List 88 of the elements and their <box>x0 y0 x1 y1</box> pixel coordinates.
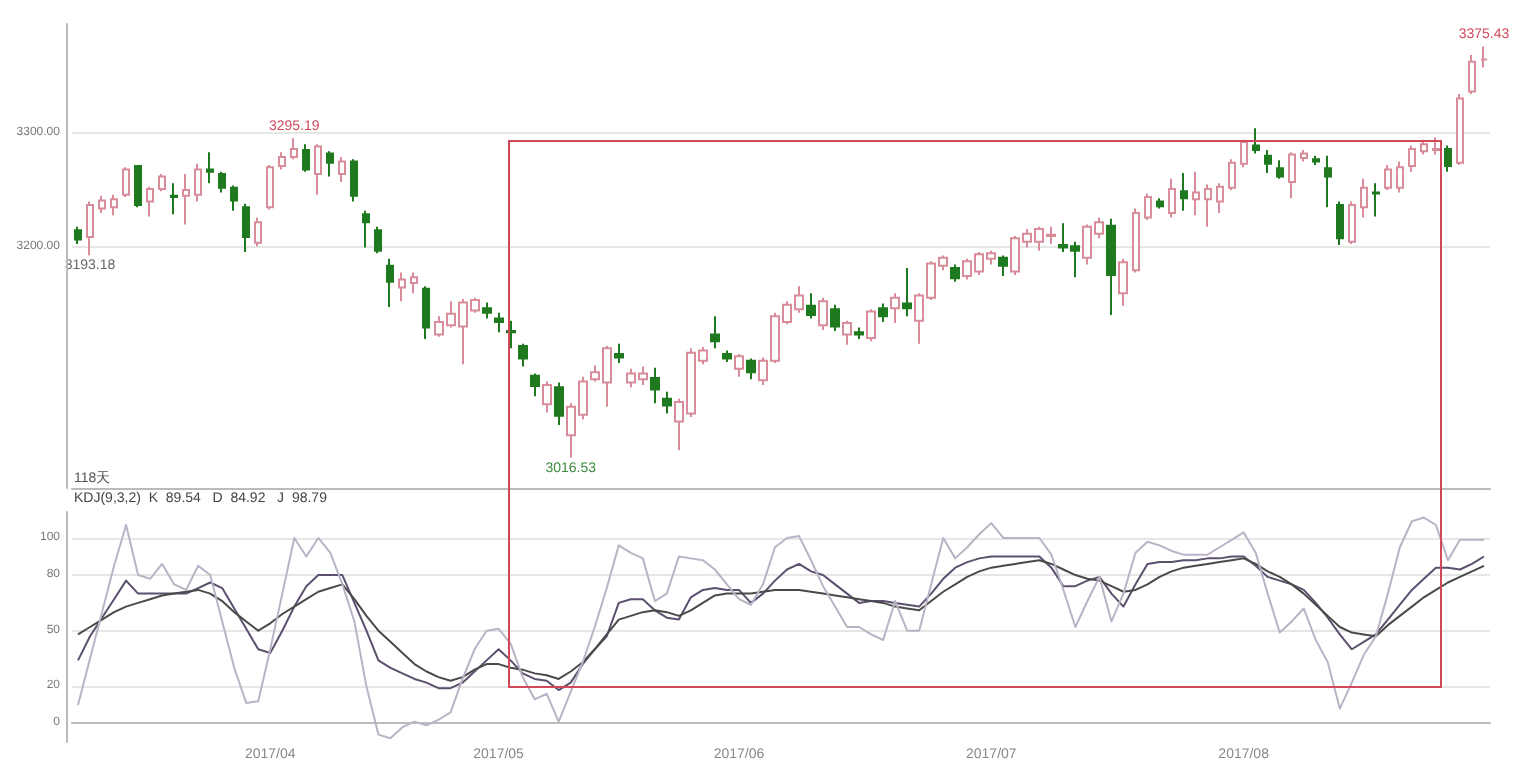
candlestick <box>1336 200 1344 247</box>
candlestick <box>1106 217 1116 316</box>
candlestick <box>374 225 382 255</box>
candlestick <box>1276 159 1284 180</box>
candlestick <box>1300 149 1308 163</box>
candlestick <box>1264 149 1272 174</box>
candlestick <box>350 158 358 203</box>
candlestick <box>182 173 190 226</box>
candlestick <box>1456 92 1464 166</box>
candlestick <box>902 267 912 318</box>
candlestick <box>746 357 756 381</box>
candlestick <box>1432 136 1440 156</box>
candlestick <box>854 326 864 341</box>
candlestick <box>1252 127 1260 155</box>
candlestick <box>194 162 202 203</box>
candlestick <box>530 372 540 398</box>
candlestick <box>830 303 840 333</box>
candlestick <box>1168 177 1176 219</box>
candlestick <box>86 200 94 257</box>
candlestick <box>890 292 900 325</box>
candlestick <box>518 342 528 368</box>
candlestick <box>1204 183 1212 228</box>
candlestick <box>1144 192 1152 221</box>
candlestick <box>206 151 214 185</box>
candlestick <box>122 166 130 198</box>
candlestick <box>1180 171 1188 212</box>
candlestick <box>818 296 828 331</box>
candlestick <box>1324 154 1332 209</box>
candlestick <box>1288 151 1296 200</box>
candlestick <box>1372 182 1380 218</box>
candlestick <box>1360 177 1368 219</box>
candlestick <box>542 380 552 414</box>
candlestick <box>1132 207 1140 274</box>
candlestick <box>650 366 660 405</box>
candlestick <box>1348 200 1356 245</box>
candlestick <box>1240 138 1248 169</box>
candlestick <box>1468 53 1476 95</box>
candlestick <box>1384 163 1392 192</box>
candlestick <box>1420 138 1428 156</box>
candlestick <box>266 163 274 211</box>
candlestick <box>314 143 322 196</box>
candlestick <box>110 193 118 217</box>
candlestick <box>74 225 82 245</box>
candlestick <box>506 319 516 350</box>
candlestick <box>338 155 346 184</box>
candlestick <box>494 311 504 334</box>
candlestick <box>158 173 166 193</box>
candlestick <box>482 301 492 320</box>
candlestick <box>218 170 226 194</box>
candlestick <box>614 342 624 365</box>
candlestick <box>326 150 334 178</box>
candlestick <box>398 271 406 303</box>
candlestick <box>1480 45 1488 69</box>
candlestick <box>1408 144 1416 173</box>
candlestick <box>1156 197 1164 210</box>
candlestick <box>242 202 250 253</box>
candlestick <box>878 302 888 323</box>
candlestick <box>710 315 720 350</box>
candlestick <box>1312 154 1320 166</box>
candlestick <box>278 151 286 171</box>
candlestick <box>1118 257 1128 307</box>
candlestick <box>302 143 310 173</box>
candlestick <box>422 285 430 341</box>
candlestick <box>1396 160 1404 194</box>
candlestick <box>866 308 876 343</box>
candlestick <box>98 194 106 215</box>
candlestick <box>410 271 418 295</box>
candlestick <box>1228 158 1236 192</box>
candlestick <box>254 216 262 248</box>
candlestick <box>806 292 816 320</box>
candlestick <box>386 257 394 308</box>
candlestick <box>722 349 732 363</box>
candlestick <box>146 185 154 218</box>
candlestick <box>1216 182 1224 215</box>
candlestick <box>230 184 238 212</box>
candlestick <box>362 209 370 249</box>
candlestick <box>134 163 142 209</box>
candlestick <box>842 319 852 346</box>
candlestick <box>734 352 744 378</box>
candlestick <box>1444 144 1452 173</box>
line-series <box>77 516 1485 740</box>
candlestick <box>662 390 672 415</box>
candlestick <box>1192 170 1200 217</box>
candlestick <box>170 182 178 216</box>
candlestick <box>998 254 1008 278</box>
candlestick <box>554 381 564 426</box>
candlestick <box>950 263 960 283</box>
candlestick <box>290 137 298 161</box>
